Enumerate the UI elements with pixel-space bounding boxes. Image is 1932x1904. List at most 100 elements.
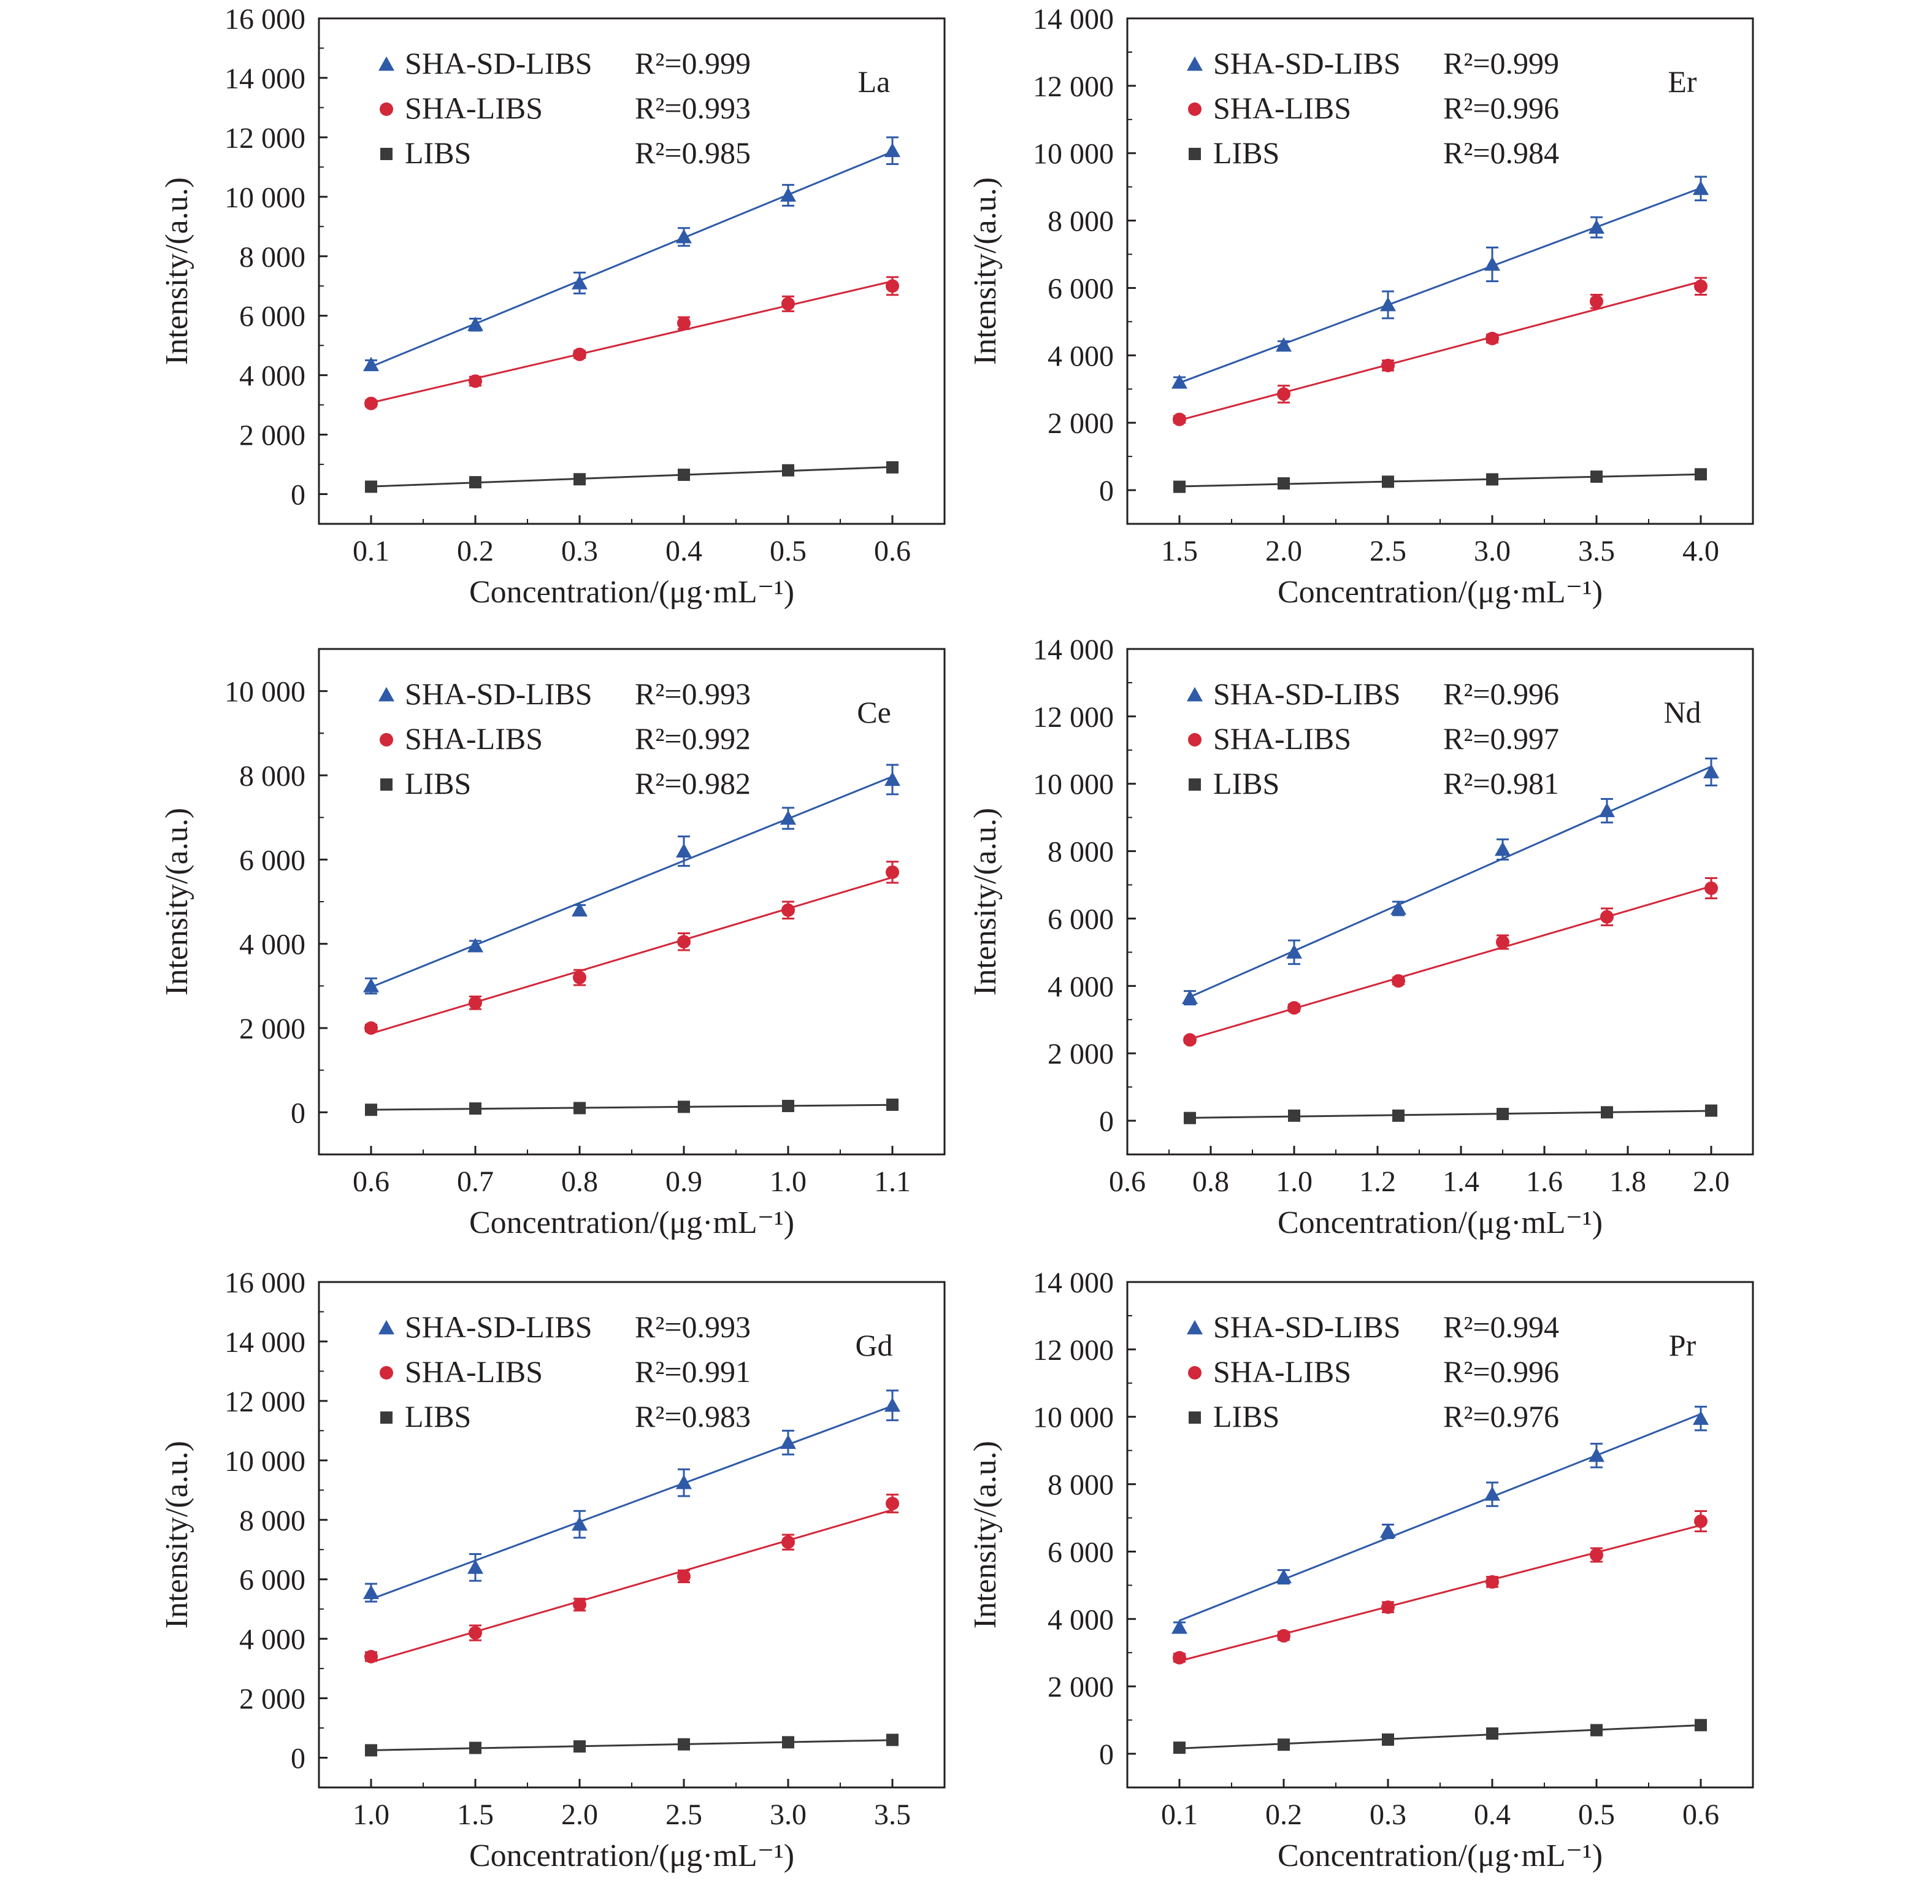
y-tick-label: 2 000 xyxy=(239,420,305,452)
data-point xyxy=(677,935,691,949)
element-label: La xyxy=(858,64,891,99)
legend-label: LIBS xyxy=(405,766,471,800)
plot-frame xyxy=(1126,648,1754,1156)
r-squared-label: R²=0.994 xyxy=(1443,1310,1559,1344)
data-point xyxy=(1693,180,1709,195)
x-tick-label: 1.1 xyxy=(874,1165,911,1198)
data-point xyxy=(467,317,483,331)
y-tick-label: 6 000 xyxy=(239,1564,305,1597)
data-point xyxy=(1695,1719,1707,1732)
data-point xyxy=(1277,387,1290,401)
data-point xyxy=(1392,1109,1405,1122)
y-tick-label: 14 000 xyxy=(1033,1267,1114,1299)
data-point xyxy=(365,1744,377,1757)
chart-panel-pr: 0.1 0.2 0.3 0.4 0.5 0.6 0 2 000 4 000 6 000 8 000 1… xyxy=(968,1267,1754,1873)
r-squared-label: R²=0.993 xyxy=(635,677,751,711)
r-squared-label: R²=0.991 xyxy=(635,1354,751,1389)
y-tick-label: 14 000 xyxy=(1033,3,1114,36)
data-point xyxy=(1484,256,1500,271)
x-tick-label: 3.5 xyxy=(1578,535,1615,567)
fit-line xyxy=(370,1509,893,1664)
x-tick-label: 2.0 xyxy=(561,1798,598,1831)
y-tick-label: 6 000 xyxy=(1048,1536,1114,1568)
data-point xyxy=(1694,279,1708,293)
data-point xyxy=(676,843,692,858)
data-point xyxy=(781,297,795,311)
legend-marker xyxy=(380,102,393,116)
legend-marker xyxy=(380,148,393,160)
x-tick-label: 4.0 xyxy=(1682,535,1719,567)
data-point xyxy=(1589,219,1604,234)
chart-panel-gd: 1.0 1.5 2.0 2.5 3.0 3.5 0 2 000 4 000 6 000 8 000 1… xyxy=(159,1267,946,1873)
data-point xyxy=(1590,470,1603,483)
x-tick-label: 1.0 xyxy=(1276,1165,1313,1198)
data-point xyxy=(886,1497,899,1511)
fit-line xyxy=(370,466,893,488)
r-squared-label: R²=0.983 xyxy=(635,1399,751,1434)
legend-label: SHA-SD-LIBS xyxy=(1213,46,1401,80)
chart-panel-ce: 0.6 0.7 0.8 0.9 1.0 1.1 0 2 000 4 000 6 000 8 000 1… xyxy=(159,648,946,1240)
y-tick-label: 4 000 xyxy=(239,929,305,961)
x-axis-title: Concentration/(μg·mL⁻¹) xyxy=(1278,1838,1603,1873)
legend-marker xyxy=(1189,148,1201,160)
fit-line xyxy=(370,775,893,988)
data-point xyxy=(678,1100,690,1113)
legend-label: SHA-SD-LIBS xyxy=(1213,677,1401,711)
data-point xyxy=(782,1736,794,1749)
data-point xyxy=(469,374,482,388)
data-point xyxy=(1171,1619,1187,1634)
y-tick-label: 12 000 xyxy=(1033,71,1114,103)
y-tick-label: 0 xyxy=(291,1097,305,1129)
y-tick-label: 6 000 xyxy=(239,844,305,877)
y-tick-label: 8 000 xyxy=(1048,1469,1114,1502)
y-axis-title: Intensity/(a.u.) xyxy=(159,1441,194,1629)
data-point xyxy=(573,970,586,985)
legend-marker xyxy=(1189,778,1201,791)
fit-line xyxy=(370,1104,893,1111)
legend-label: LIBS xyxy=(405,136,471,170)
data-point xyxy=(469,476,481,489)
fit-line xyxy=(1189,1110,1712,1119)
legend-label: SHA-SD-LIBS xyxy=(405,1310,592,1344)
data-point xyxy=(781,1535,795,1549)
y-tick-label: 4 000 xyxy=(1048,970,1114,1003)
x-tick-label: 0.9 xyxy=(665,1165,702,1198)
legend-marker xyxy=(380,733,393,747)
data-point xyxy=(1278,477,1290,490)
data-point xyxy=(1486,473,1498,486)
data-point xyxy=(1382,1733,1394,1746)
data-point xyxy=(1182,989,1198,1004)
data-point xyxy=(1173,480,1186,493)
data-point xyxy=(1278,1738,1290,1751)
chart-panel-nd: 0.6 0.8 1.0 1.2 1.4 1.6 1.8 2.0 0 2 000 4 000 6 000… xyxy=(968,634,1754,1240)
data-point xyxy=(1277,1629,1290,1643)
x-tick-label: 0.4 xyxy=(1474,1798,1511,1831)
data-point xyxy=(1496,935,1509,949)
data-point xyxy=(780,187,796,202)
y-tick-label: 0 xyxy=(1099,1738,1114,1771)
y-tick-label: 10 000 xyxy=(224,1445,305,1478)
y-tick-label: 10 000 xyxy=(224,676,305,708)
data-point xyxy=(1694,1514,1708,1529)
data-point xyxy=(886,279,899,293)
legend-label: SHA-LIBS xyxy=(405,1354,543,1389)
legend-marker xyxy=(1188,102,1202,116)
y-tick-label: 10 000 xyxy=(1033,1402,1114,1434)
x-tick-label: 0.3 xyxy=(561,535,598,567)
data-point xyxy=(884,142,900,158)
y-axis-title: Intensity/(a.u.) xyxy=(159,177,194,365)
data-point xyxy=(780,1434,796,1449)
data-point xyxy=(1497,1108,1509,1121)
x-tick-label: 2.5 xyxy=(665,1798,702,1831)
data-point xyxy=(365,1104,377,1116)
y-tick-label: 0 xyxy=(1099,1105,1114,1138)
element-label: Gd xyxy=(855,1328,892,1362)
fit-line xyxy=(1179,1524,1701,1662)
y-tick-label: 6 000 xyxy=(1048,272,1114,305)
data-point xyxy=(467,938,483,953)
legend-marker xyxy=(380,1366,393,1380)
legend-label: SHA-SD-LIBS xyxy=(405,46,592,80)
data-point xyxy=(363,978,379,992)
legend-marker xyxy=(378,1320,394,1335)
